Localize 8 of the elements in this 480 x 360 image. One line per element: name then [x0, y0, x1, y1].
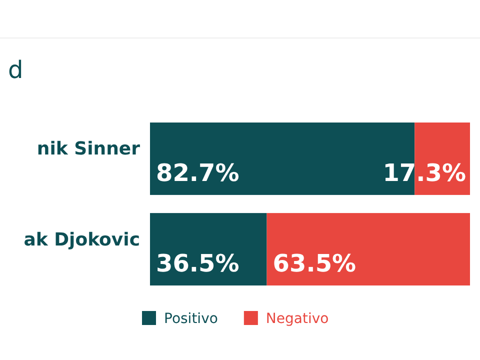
legend-label: Positivo — [164, 311, 218, 327]
y-tick-label: ak Djokovic — [24, 229, 140, 250]
legend-label: Negativo — [266, 311, 329, 327]
y-tick-label: nik Sinner — [36, 138, 140, 160]
data-label: 36.5% — [156, 249, 240, 278]
data-label: 82.7% — [156, 158, 240, 187]
chart-title: d — [8, 56, 24, 84]
data-label: 63.5% — [272, 249, 356, 278]
